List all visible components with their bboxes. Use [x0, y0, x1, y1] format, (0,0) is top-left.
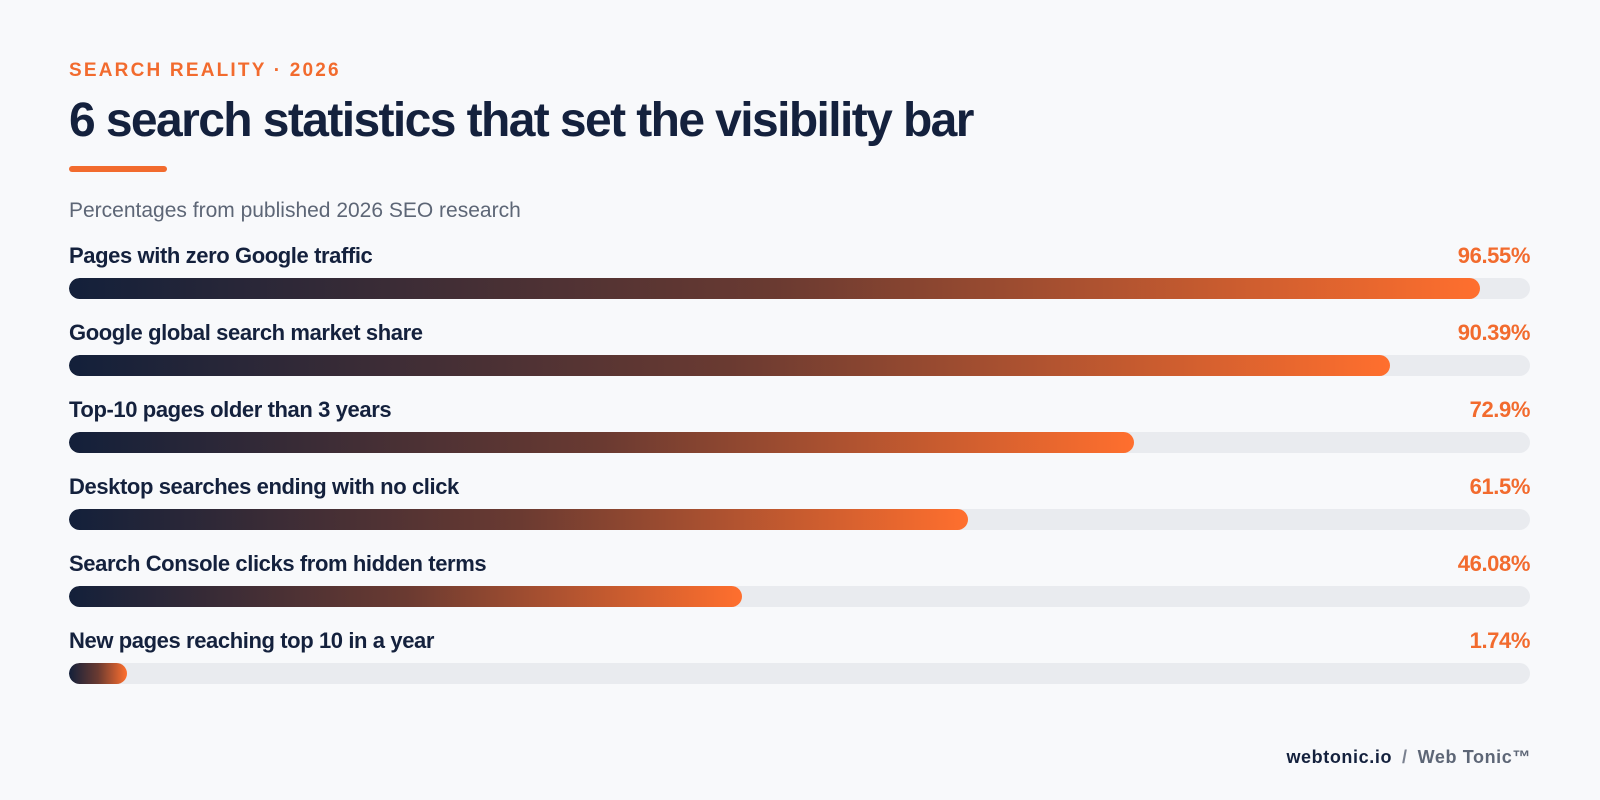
bar-category-label: Top-10 pages older than 3 years [69, 397, 392, 422]
bar-value-label: 90.39% [1457, 320, 1531, 345]
footer-separator: / [1402, 747, 1408, 767]
bar-row-header: Top-10 pages older than 3 years 72.9% [69, 394, 1530, 430]
bar-row-header: Search Console clicks from hidden terms 4… [69, 548, 1530, 584]
bar-fill [69, 278, 1480, 299]
bar-fill [69, 586, 743, 607]
bar-track [69, 663, 1530, 684]
bar-value-label: 1.74% [1469, 628, 1531, 653]
bar-row-header: Google global search market share 90.39% [69, 317, 1530, 353]
bar-value-label: 46.08% [1457, 551, 1531, 576]
eyebrow-label: SEARCH REALITY · 2026 [69, 60, 341, 81]
page-title: 6 search statistics that set the visibil… [69, 94, 974, 147]
bar-category-label: New pages reaching top 10 in a year [69, 628, 435, 653]
bar-row: Pages with zero Google traffic 96.55% [69, 240, 1530, 317]
bar-row: Desktop searches ending with no click 61.… [69, 471, 1530, 548]
bar-track [69, 278, 1530, 299]
bar-fill [69, 432, 1135, 453]
footer-credit: webtonic.io / Web Tonic™ [1286, 744, 1531, 770]
bar-track [69, 509, 1530, 530]
bar-track [69, 432, 1530, 453]
bar-value-label: 96.55% [1457, 243, 1531, 268]
bar-category-label: Desktop searches ending with no click [69, 474, 459, 499]
bar-chart: Pages with zero Google traffic 96.55% Goog… [69, 240, 1530, 702]
bar-fill [69, 355, 1390, 376]
bar-row-header: New pages reaching top 10 in a year 1.74% [69, 625, 1530, 661]
bar-value-label: 61.5% [1469, 474, 1531, 499]
bar-fill [69, 663, 127, 684]
title-accent-rule [69, 166, 167, 172]
footer-domain: webtonic.io [1286, 747, 1393, 767]
bar-category-label: Pages with zero Google traffic [69, 243, 373, 268]
bar-track [69, 586, 1530, 607]
bar-value-label: 72.9% [1469, 397, 1531, 422]
bar-row: Search Console clicks from hidden terms 4… [69, 548, 1530, 625]
bar-row: Google global search market share 90.39% [69, 317, 1530, 394]
bar-category-label: Google global search market share [69, 320, 423, 345]
bar-row: New pages reaching top 10 in a year 1.74% [69, 625, 1530, 702]
bar-row-header: Pages with zero Google traffic 96.55% [69, 240, 1530, 276]
bar-category-label: Search Console clicks from hidden terms [69, 551, 487, 576]
bar-fill [69, 509, 968, 530]
footer-brand: Web Tonic™ [1417, 747, 1531, 767]
bar-row: Top-10 pages older than 3 years 72.9% [69, 394, 1530, 471]
page-subtitle: Percentages from published 2026 SEO rese… [69, 199, 521, 222]
bar-row-header: Desktop searches ending with no click 61.… [69, 471, 1530, 507]
bar-track [69, 355, 1530, 376]
